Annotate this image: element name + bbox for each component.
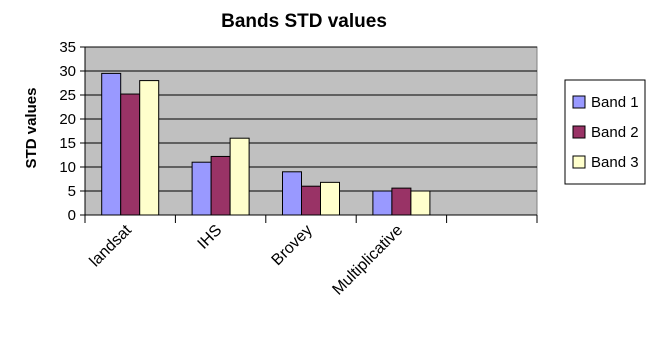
x-tick-label: landsat (87, 221, 136, 270)
y-tick-label: 10 (59, 159, 76, 176)
y-tick-label: 5 (68, 183, 76, 200)
bar-band-3 (410, 190, 431, 216)
legend-swatch (572, 95, 586, 109)
y-tick-label: 35 (59, 39, 76, 56)
bar-band-3 (320, 181, 340, 216)
bar-band-2 (391, 187, 412, 216)
x-axis-ticks: landsat IHS Brovey Multiplicative (84, 215, 538, 299)
legend-swatch (572, 155, 586, 169)
bar-band-3 (139, 80, 160, 216)
x-tick-label: IHS (195, 222, 226, 253)
gridlines (85, 46, 537, 192)
y-tick-label: 15 (59, 135, 76, 152)
y-tick-label: 0 (68, 207, 76, 224)
y-tick-label: 20 (59, 111, 76, 128)
bar-band-2 (301, 185, 321, 216)
bar-band-2 (120, 93, 141, 216)
legend-swatch (572, 125, 586, 139)
y-axis-label: STD values (23, 88, 40, 169)
x-tick-label: Multiplicative (329, 222, 406, 299)
legend-label: Band 2 (591, 124, 639, 141)
legend-label: Band 3 (591, 154, 639, 171)
bars (101, 72, 431, 216)
legend: Band 1 Band 2 Band 3 (564, 79, 646, 185)
bar-band-1 (372, 190, 393, 216)
y-tick-label: 30 (59, 63, 76, 80)
bar-band-2 (210, 155, 231, 216)
y-tick-label: 25 (59, 87, 76, 104)
bar-band-1 (101, 72, 122, 216)
bar-band-3 (229, 137, 250, 216)
legend-label: Band 1 (591, 94, 639, 111)
y-axis-ticks: 0 5 10 15 20 25 30 35 (59, 39, 537, 224)
bar-band-1 (191, 161, 212, 216)
chart-title: Bands STD values (221, 11, 387, 32)
bar-band-1 (282, 171, 302, 216)
x-tick-label: Brovey (269, 222, 316, 269)
